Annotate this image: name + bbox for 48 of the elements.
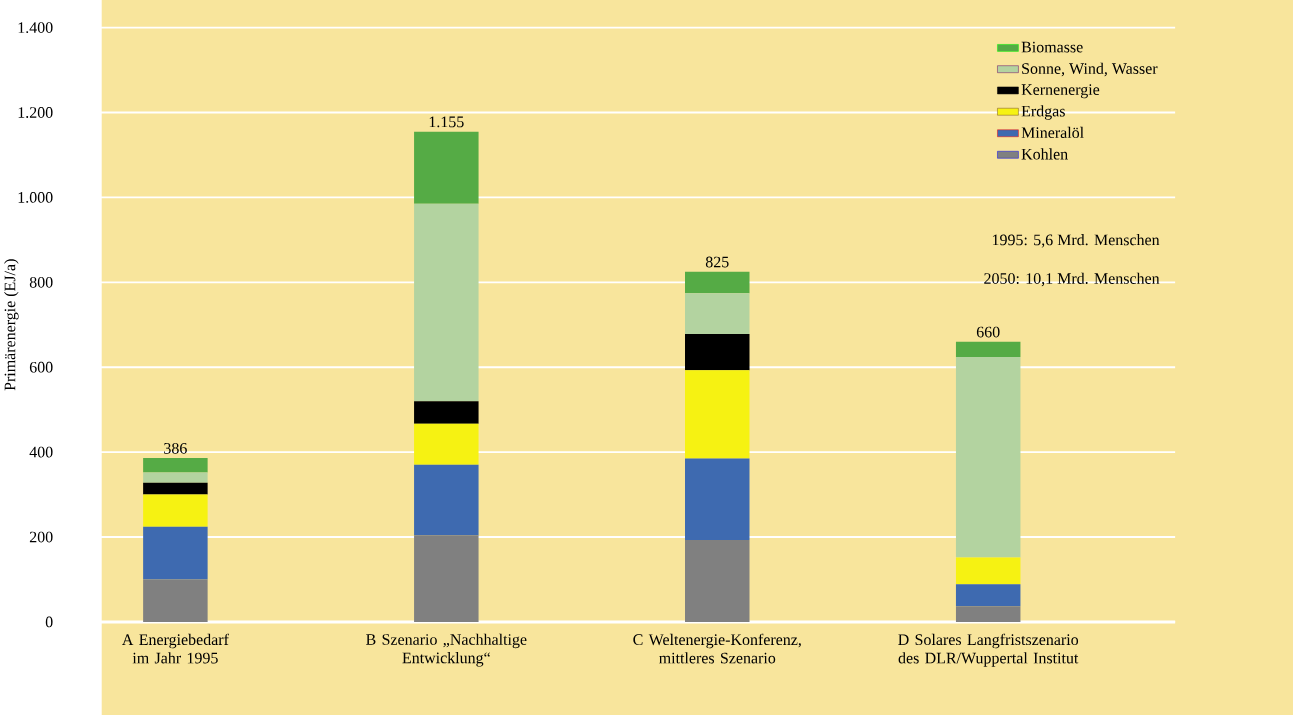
bar — [414, 423, 479, 465]
y-axis-title: Primärenergie (EJ/a) — [4, 259, 19, 391]
bar — [143, 526, 208, 580]
bar — [685, 540, 750, 622]
bar — [955, 341, 1021, 358]
bar — [955, 557, 1021, 585]
y-tick-label: 200 — [29, 531, 53, 543]
total-label: 1.155 — [429, 116, 464, 128]
x-tick-label: D Solares Langfristszenario des DLR/Wuppertal Institut — [898, 633, 1079, 667]
x-tick-label: C Weltenergie-Konferenz, mittleres Szenario — [633, 633, 801, 664]
y-tick-label: 800 — [29, 276, 53, 288]
x-tick-label: A Energiebedarf im Jahr 1995 — [122, 633, 229, 664]
y-tick-label: 400 — [29, 446, 53, 458]
bar — [414, 464, 479, 536]
bar — [685, 370, 750, 459]
y-tick-label: 1.000 — [18, 192, 53, 203]
bar — [414, 401, 479, 424]
bar — [685, 293, 750, 335]
bar — [414, 535, 479, 622]
total-label: 386 — [164, 442, 187, 454]
legend-label: Mineralöl — [1021, 126, 1084, 139]
annotation: 1995: 5,6 Mrd. Menschen — [992, 234, 1160, 248]
annotation: 2050: 10,1 Mrd. Menschen — [984, 272, 1160, 287]
bar — [143, 494, 208, 527]
bar — [685, 458, 750, 540]
y-tick-label: 0 — [45, 616, 53, 628]
bar — [955, 357, 1021, 558]
legend-label: Sonne, Wind, Wasser — [1022, 62, 1158, 77]
bar — [955, 584, 1021, 607]
y-tick-label: 1.200 — [18, 107, 53, 118]
bar — [685, 271, 750, 294]
y-tick-label: 1.400 — [18, 22, 53, 34]
legend-label: Kohlen — [1021, 148, 1068, 160]
legend-label: Erdgas — [1021, 105, 1065, 120]
bar — [143, 482, 208, 495]
legend-label: Biomasse — [1021, 41, 1083, 53]
bar — [143, 472, 208, 483]
bar — [414, 203, 479, 402]
legend-label: Kernenergie — [1021, 84, 1100, 99]
total-label: 825 — [705, 256, 729, 268]
bar — [685, 334, 750, 371]
bar — [955, 606, 1021, 622]
y-tick-label: 600 — [29, 361, 53, 373]
total-label: 660 — [976, 326, 1000, 338]
x-tick-label: B Szenario „Nachhaltige Entwicklung“ — [366, 633, 527, 667]
bar — [143, 458, 208, 473]
bar — [143, 579, 208, 622]
bar — [414, 131, 479, 204]
